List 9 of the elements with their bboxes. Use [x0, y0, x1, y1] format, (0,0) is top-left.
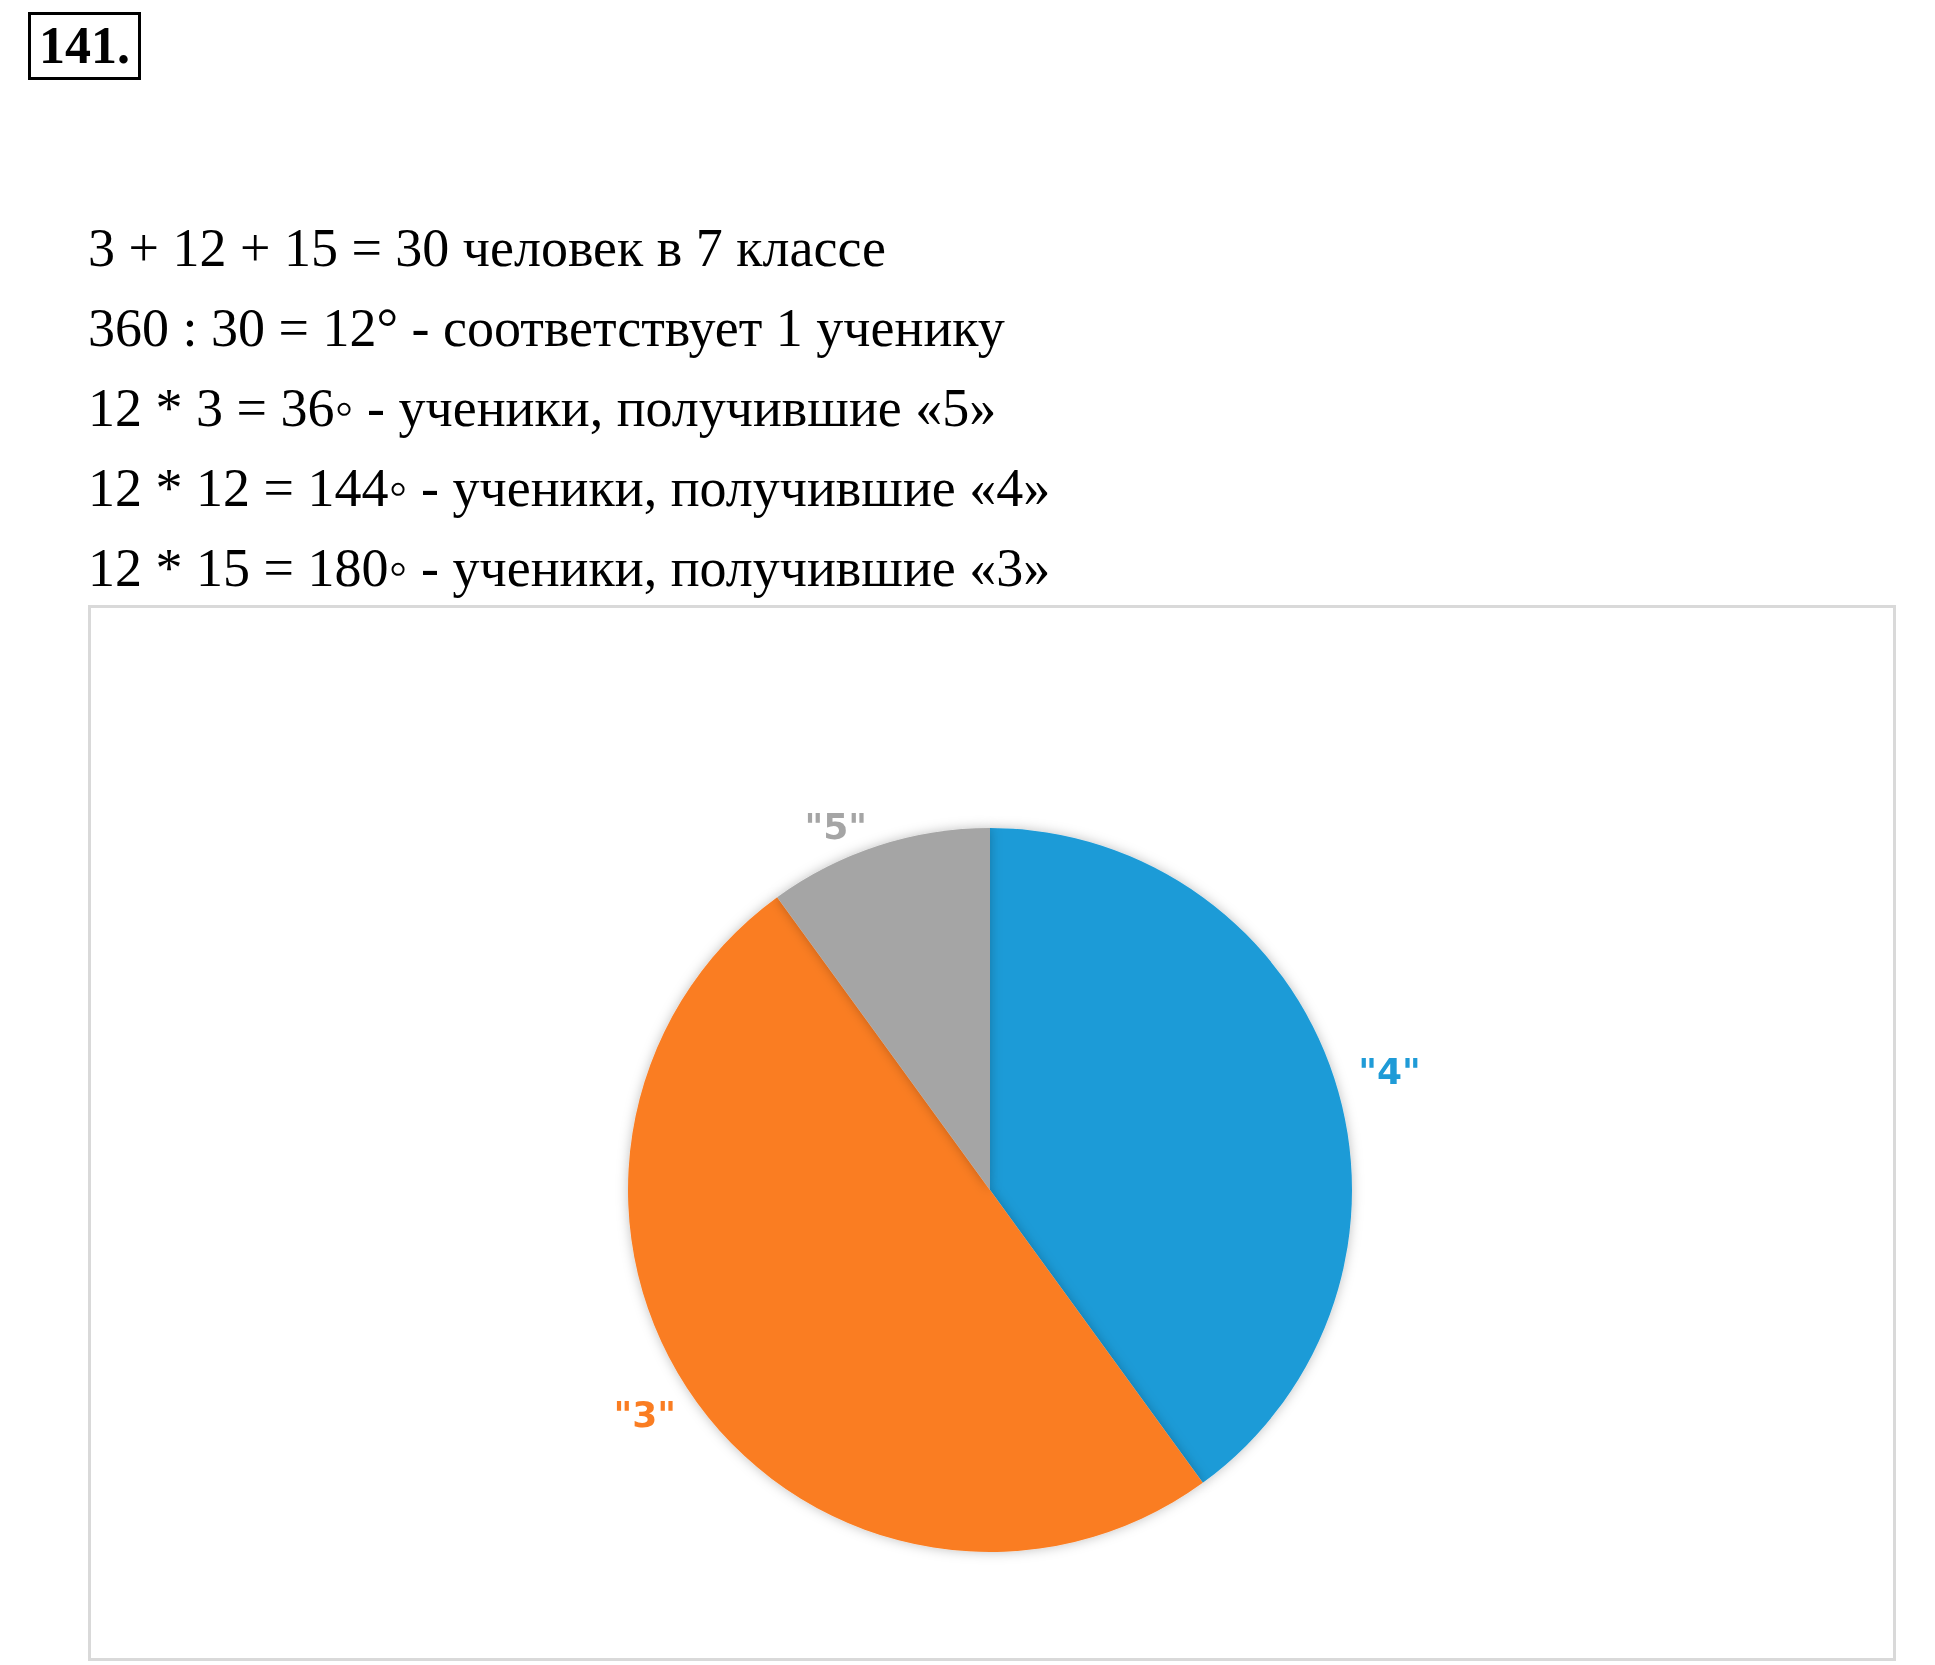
slice-label: "5" — [804, 806, 867, 848]
text: 141. — [28, 12, 141, 80]
text: 360 : 30 = 12° - соответствует 1 ученику — [88, 297, 1005, 360]
text: 3 + 12 + 15 = 30 человек в 7 классе — [88, 217, 887, 280]
slice-label: "3" — [613, 1394, 676, 1436]
slice-label: "4" — [1358, 1051, 1421, 1093]
text: 12 * 3 = 36◦ - ученики, получившие «5» — [88, 377, 997, 440]
text: 12 * 15 = 180◦ - ученики, получившие «3» — [88, 537, 1051, 600]
text: 12 * 12 = 144◦ - ученики, получившие «4» — [88, 457, 1051, 520]
